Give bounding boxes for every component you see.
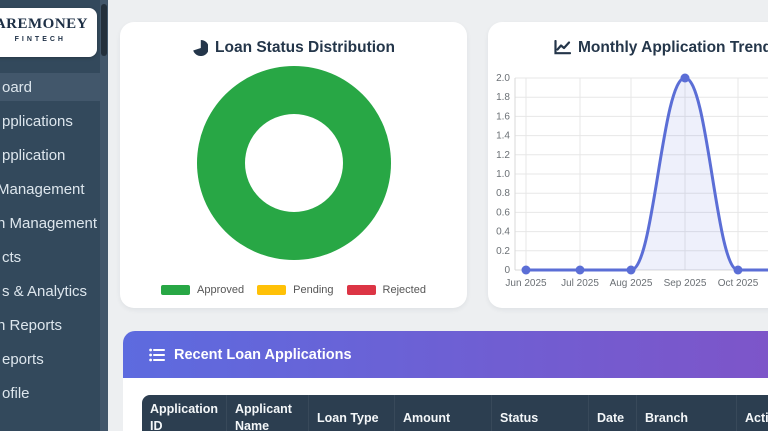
list-icon <box>149 348 165 361</box>
svg-text:Jul 2025: Jul 2025 <box>561 278 599 289</box>
recent-applications-header: Recent Loan Applications <box>123 331 768 378</box>
sidebar-item-new-application[interactable]: pplication <box>2 146 66 164</box>
sidebar-scrollbar-thumb[interactable] <box>101 4 107 56</box>
y-tick-labels: 2.0 1.8 1.6 1.4 1.2 1.0 0.8 0.6 0.4 0.2 … <box>496 73 510 276</box>
brand-tagline: FINTECH <box>14 36 66 43</box>
sidebar-item-management-1[interactable]: Management <box>0 180 85 198</box>
loan-status-legend: Approved Pending Rejected <box>120 284 467 296</box>
col-loan-type: Loan Type <box>309 395 395 431</box>
col-applicant-name: Applicant Name <box>227 395 309 431</box>
sidebar-scrollbar-track[interactable] <box>100 0 108 431</box>
sidebar-nav: oard pplications pplication Management h… <box>0 73 108 413</box>
col-status: Status <box>492 395 589 431</box>
svg-text:0: 0 <box>504 265 510 276</box>
pending-swatch <box>257 285 287 295</box>
loan-status-donut-chart[interactable] <box>196 66 391 260</box>
monthly-trend-line-chart[interactable]: 2.0 1.8 1.6 1.4 1.2 1.0 0.8 0.6 0.4 0.2 … <box>488 68 768 304</box>
legend-item-pending[interactable]: Pending <box>257 284 334 296</box>
loan-status-title-row: Loan Status Distribution <box>120 39 467 57</box>
trend-title: Monthly Application Trend <box>577 39 768 56</box>
loan-status-title: Loan Status Distribution <box>215 39 395 56</box>
rejected-swatch <box>346 285 376 295</box>
svg-text:Aug 2025: Aug 2025 <box>610 278 653 289</box>
col-application-id: Application ID <box>142 395 227 431</box>
svg-text:0.4: 0.4 <box>496 227 510 238</box>
loan-status-card: Loan Status Distribution Approved Pendin… <box>120 22 467 308</box>
recent-applications-table-card: Application ID Applicant Name Loan Type … <box>123 378 768 431</box>
svg-text:1.2: 1.2 <box>496 150 510 161</box>
line-chart-icon <box>554 40 571 55</box>
svg-text:0.2: 0.2 <box>496 246 510 257</box>
svg-text:0.8: 0.8 <box>496 188 510 199</box>
sidebar-item-applications[interactable]: pplications <box>2 112 73 130</box>
pie-chart-icon <box>193 40 209 56</box>
sidebar-item-products[interactable]: cts <box>2 248 22 266</box>
recent-applications-title: Recent Loan Applications <box>174 346 352 363</box>
col-date: Date <box>589 395 637 431</box>
x-tick-labels: Jun 2025 Jul 2025 Aug 2025 Sep 2025 Oct … <box>505 278 758 289</box>
donut-hole <box>244 114 343 212</box>
svg-text:0.6: 0.6 <box>496 207 510 218</box>
monthly-trend-card: Monthly Application Trend <box>488 22 768 308</box>
sidebar: AREMONEY FINTECH oard pplications pplica… <box>0 0 108 431</box>
sidebar-item-profile[interactable]: ofile <box>2 384 30 402</box>
brand-logo: AREMONEY FINTECH <box>0 8 97 57</box>
svg-text:Oct 2025: Oct 2025 <box>718 278 759 289</box>
trend-points[interactable] <box>521 73 768 275</box>
svg-text:1.8: 1.8 <box>496 92 510 103</box>
applications-table-header-row: Application ID Applicant Name Loan Type … <box>142 395 768 431</box>
sidebar-item-reports[interactable]: eports <box>2 350 44 368</box>
svg-text:2.0: 2.0 <box>496 73 510 84</box>
trend-title-row: Monthly Application Trend <box>488 39 768 57</box>
brand-name: AREMONEY <box>0 16 88 32</box>
sidebar-item-reports-analytics[interactable]: s & Analytics <box>2 282 88 300</box>
legend-item-rejected[interactable]: Rejected <box>346 284 426 296</box>
approved-swatch <box>161 285 191 295</box>
sidebar-item-branch-reports[interactable]: h Reports <box>0 316 63 334</box>
trend-area-fill <box>526 78 768 270</box>
svg-text:Jun 2025: Jun 2025 <box>505 278 547 289</box>
h-gridlines <box>515 77 768 271</box>
col-actions: Actions <box>737 395 768 431</box>
svg-text:1.0: 1.0 <box>496 169 510 180</box>
sidebar-item-dashboard[interactable]: oard <box>0 73 108 101</box>
legend-item-approved[interactable]: Approved <box>161 284 244 296</box>
col-amount: Amount <box>395 395 492 431</box>
svg-text:1.6: 1.6 <box>496 111 510 122</box>
sidebar-item-management-2[interactable]: h Management <box>0 214 98 232</box>
col-branch: Branch <box>637 395 737 431</box>
v-gridlines <box>525 78 739 270</box>
svg-text:Sep 2025: Sep 2025 <box>664 278 707 289</box>
svg-text:1.4: 1.4 <box>496 131 510 142</box>
